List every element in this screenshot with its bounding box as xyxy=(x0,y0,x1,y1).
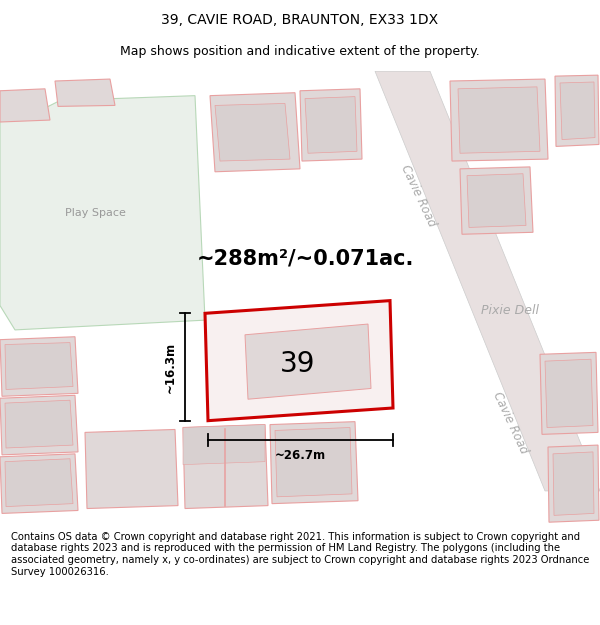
Polygon shape xyxy=(224,428,225,506)
Polygon shape xyxy=(0,96,205,330)
Polygon shape xyxy=(555,75,599,146)
Polygon shape xyxy=(458,87,540,153)
Polygon shape xyxy=(545,359,593,428)
Text: 39: 39 xyxy=(280,350,316,378)
Polygon shape xyxy=(5,342,73,389)
Text: Cavie Road: Cavie Road xyxy=(490,389,530,456)
Text: Contains OS data © Crown copyright and database right 2021. This information is : Contains OS data © Crown copyright and d… xyxy=(11,532,589,577)
Text: ~16.3m: ~16.3m xyxy=(163,341,176,392)
Polygon shape xyxy=(0,454,78,513)
Polygon shape xyxy=(270,422,358,504)
Text: Play Space: Play Space xyxy=(65,208,125,217)
Polygon shape xyxy=(205,301,393,421)
Polygon shape xyxy=(210,92,300,172)
Polygon shape xyxy=(375,71,600,491)
Text: ~26.7m: ~26.7m xyxy=(275,449,326,462)
Polygon shape xyxy=(55,79,115,106)
Polygon shape xyxy=(300,89,362,161)
Polygon shape xyxy=(0,337,78,396)
Polygon shape xyxy=(0,89,50,122)
Polygon shape xyxy=(553,452,594,516)
Polygon shape xyxy=(183,424,265,464)
Text: 39, CAVIE ROAD, BRAUNTON, EX33 1DX: 39, CAVIE ROAD, BRAUNTON, EX33 1DX xyxy=(161,13,439,27)
Polygon shape xyxy=(183,424,268,509)
Polygon shape xyxy=(560,82,595,139)
Text: Map shows position and indicative extent of the property.: Map shows position and indicative extent… xyxy=(120,45,480,58)
Polygon shape xyxy=(450,79,548,161)
Polygon shape xyxy=(460,167,533,234)
Polygon shape xyxy=(5,400,73,448)
Polygon shape xyxy=(305,97,357,153)
Polygon shape xyxy=(85,429,178,509)
Polygon shape xyxy=(0,395,78,455)
Polygon shape xyxy=(467,174,526,228)
Polygon shape xyxy=(245,324,371,399)
Text: Cavie Road: Cavie Road xyxy=(398,163,438,229)
Text: Pixie Dell: Pixie Dell xyxy=(481,304,539,317)
Polygon shape xyxy=(215,104,290,161)
Text: ~288m²/~0.071ac.: ~288m²/~0.071ac. xyxy=(196,249,413,269)
Polygon shape xyxy=(275,428,352,497)
Polygon shape xyxy=(540,352,598,434)
Polygon shape xyxy=(5,459,73,507)
Polygon shape xyxy=(548,445,599,522)
